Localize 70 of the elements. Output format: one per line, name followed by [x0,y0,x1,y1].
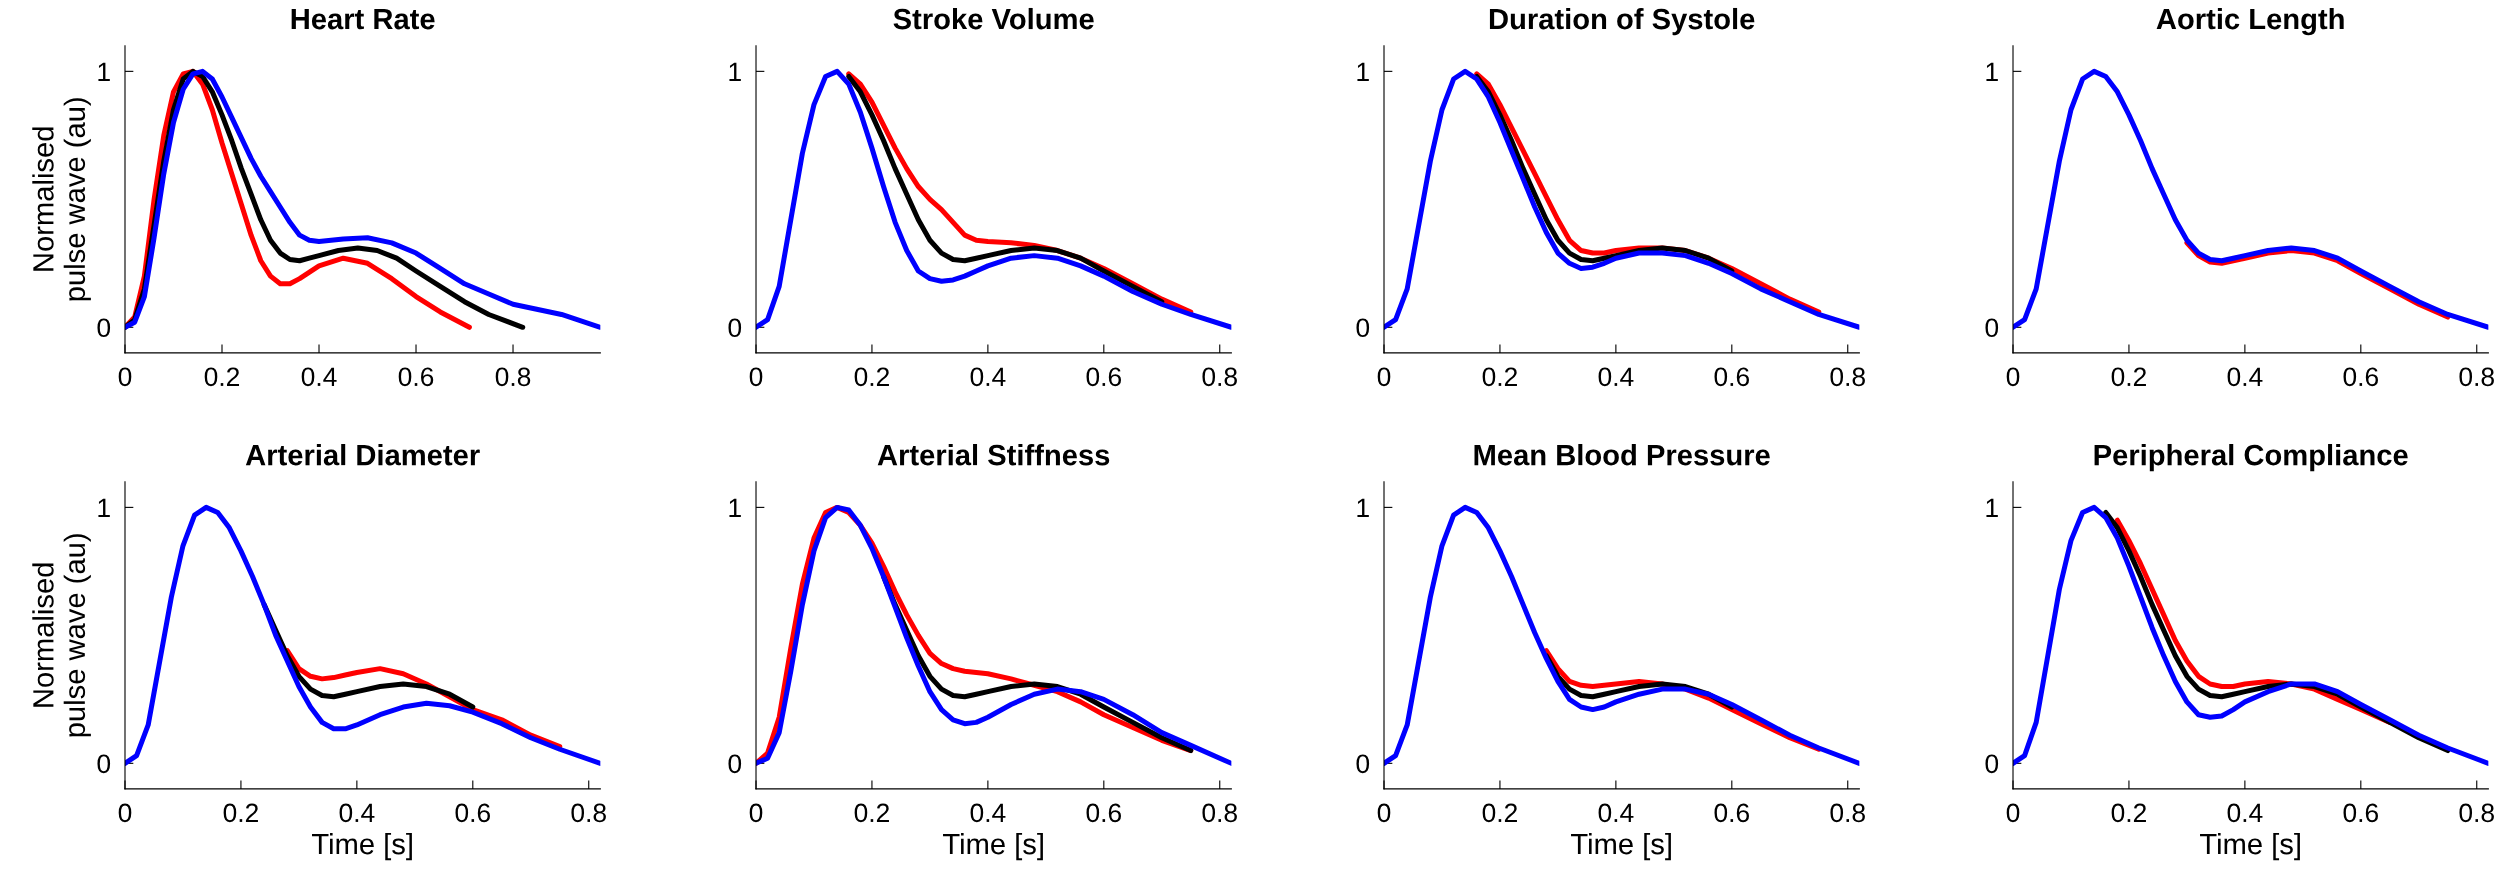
y-tick-label: 1 [1357,62,1369,81]
y-tick-label: 1 [98,62,110,81]
x-axis-title: Time [s] [2200,832,2300,861]
x-tick-label: 0.2 [1482,803,1517,823]
x-tick-label: 0.6 [1086,803,1121,823]
x-tick-label: 0 [749,367,763,387]
chart-title: Peripheral Compliance [2094,444,2408,472]
y-tick-label: 1 [729,62,741,81]
x-tick-label: 0.4 [2227,367,2263,387]
x-tick-label: 0 [118,803,132,823]
x-axis-title: Time [s] [312,832,412,861]
y-axis-title: Normalised pulse wave (au) [32,98,91,301]
x-tick-label: 0.4 [970,803,1006,823]
x-tick-label: 0.4 [339,803,375,823]
x-tick-label: 0.2 [2111,803,2146,823]
x-tick-label: 0 [749,803,763,823]
x-tick-label: 0 [1377,367,1391,387]
x-tick-label: 0.4 [970,367,1006,387]
x-tick-label: 0.2 [854,803,889,823]
y-tick-label: 0 [728,318,742,338]
y-tick-label: 0 [97,754,111,774]
x-tick-label: 0.8 [1202,367,1237,387]
x-tick-label: 0.2 [223,803,258,823]
x-tick-label: 0 [2006,367,2020,387]
x-tick-label: 0.8 [1202,803,1237,823]
x-tick-label: 0.8 [1830,803,1865,823]
y-tick-label: 1 [1986,62,1998,81]
x-tick-label: 0.6 [398,367,434,387]
y-tick-label: 0 [728,754,742,774]
x-tick-label: 0.2 [2111,367,2146,387]
y-tick-label: 0 [97,318,111,338]
chart-title: Mean Blood Pressure [1474,444,1770,466]
x-tick-label: 0 [1377,803,1391,823]
x-tick-label: 0.6 [1714,803,1749,823]
y-axis-title: Normalised pulse wave (au) [32,534,91,737]
y-tick-label: 1 [98,498,110,517]
x-tick-label: 0.8 [495,367,531,387]
x-axis-title: Time [s] [1571,832,1671,861]
x-tick-label: 0.2 [854,367,889,387]
y-tick-label: 0 [1356,754,1370,774]
x-tick-label: 0.4 [1598,367,1634,387]
x-tick-label: 0.8 [2459,367,2494,387]
x-tick-label: 0 [2006,803,2020,823]
x-tick-label: 0.8 [2459,803,2494,823]
x-tick-label: 0.4 [301,367,337,387]
x-tick-label: 0 [118,367,132,387]
y-tick-label: 0 [1985,754,1999,774]
x-axis-title: Time [s] [943,832,1043,861]
x-tick-label: 0.6 [455,803,490,823]
chart-title: Arterial Diameter [245,444,480,466]
x-tick-label: 0.8 [571,803,606,823]
x-tick-label: 0.2 [1482,367,1517,387]
y-tick-label: 1 [729,498,741,517]
x-tick-label: 0.6 [1086,367,1121,387]
chart-title: Aortic Length [2156,7,2344,36]
chart-title: Stroke Volume [893,7,1094,30]
x-tick-label: 0.8 [1830,367,1865,387]
chart-title: Heart Rate [291,9,435,30]
y-tick-label: 0 [1985,318,1999,338]
x-tick-label: 0.6 [2343,803,2378,823]
y-tick-label: 0 [1356,318,1370,338]
x-tick-label: 0.6 [1714,367,1749,387]
x-tick-label: 0.6 [2343,367,2378,387]
x-tick-label: 0.4 [1598,803,1634,823]
x-tick-label: 0.2 [204,367,240,387]
chart-title: Duration of Systole [1489,7,1755,36]
x-tick-label: 0.4 [2227,803,2263,823]
chart-title: Arterial Stiffness [877,444,1110,466]
y-tick-label: 1 [1986,498,1998,517]
y-tick-label: 1 [1357,498,1369,517]
